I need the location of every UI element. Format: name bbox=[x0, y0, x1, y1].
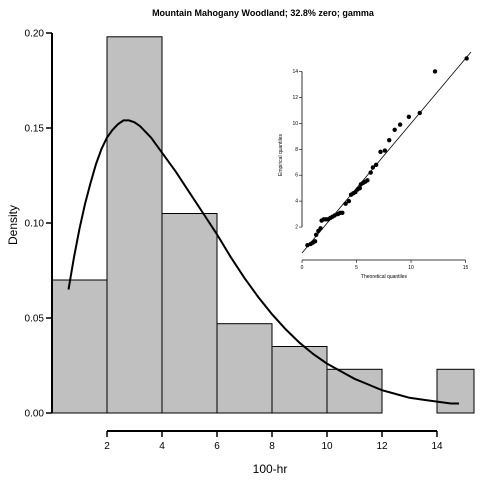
y-tick-label: 0.05 bbox=[25, 314, 45, 325]
inset-point bbox=[357, 185, 362, 191]
inset-point bbox=[432, 69, 438, 74]
inset-point bbox=[343, 201, 348, 206]
inset-point bbox=[417, 110, 422, 116]
x-axis-title: 100-hr bbox=[253, 462, 288, 476]
y-axis: 0.00 0.05 0.10 0.15 0.20 bbox=[25, 29, 53, 420]
inset-point bbox=[365, 178, 370, 183]
inset-x-tick-label: 5 bbox=[355, 265, 358, 271]
inset-point bbox=[346, 198, 352, 204]
histogram-bar bbox=[216, 323, 273, 414]
inset-x-axis-title: Theoretical quantiles bbox=[361, 274, 408, 280]
inset-y-tick-label: 4 bbox=[295, 199, 298, 205]
inset-y-tick-label: 2 bbox=[295, 225, 298, 231]
chart-title: Mountain Mahogany Woodland; 32.8% zero; … bbox=[152, 8, 375, 18]
y-tick-label: 0.20 bbox=[25, 29, 45, 40]
main-histogram-plot: 0.000.050.100.150.20 2 4 6 8 10 12 14 Density … bbox=[6, 29, 475, 476]
inset-point bbox=[382, 148, 388, 153]
inset-point bbox=[464, 56, 469, 61]
qq-plot-inset: 2 4 6 8 10 12 14 0 5 10 15 Theoretical quantiles E… bbox=[278, 49, 476, 280]
y-axis-title: Density bbox=[6, 205, 20, 245]
histogram-bar bbox=[271, 346, 328, 414]
inset-x-tick-label: 10 bbox=[408, 265, 414, 271]
x-axis: 2 4 6 8 10 12 14 bbox=[104, 430, 443, 452]
inset-point bbox=[368, 170, 373, 175]
inset-x-tick-label: 15 bbox=[463, 265, 469, 271]
inset-y-tick-label: 8 bbox=[295, 147, 298, 153]
x-tick-label: 10 bbox=[321, 441, 333, 452]
y-tick-label: 0.00 bbox=[25, 409, 45, 420]
histogram-bar bbox=[161, 213, 218, 414]
x-tick-label: 12 bbox=[376, 441, 388, 452]
inset-point bbox=[313, 232, 319, 238]
histogram-bar bbox=[106, 36, 163, 414]
inset-point bbox=[373, 162, 379, 168]
inset-points bbox=[305, 56, 469, 248]
inset-point bbox=[387, 137, 392, 143]
inset-point bbox=[397, 122, 403, 127]
x-tick-label: 14 bbox=[431, 441, 443, 452]
density-curve bbox=[67, 119, 459, 405]
histogram-bar bbox=[436, 368, 475, 414]
x-tick-label: 8 bbox=[269, 441, 275, 452]
histogram-bar bbox=[326, 368, 383, 414]
inset-point bbox=[370, 165, 376, 170]
x-tick-label: 6 bbox=[214, 441, 220, 452]
histogram-bars bbox=[51, 36, 475, 414]
inset-point bbox=[312, 239, 318, 244]
y-tick-label: 0.15 bbox=[25, 124, 45, 135]
histogram-bar bbox=[51, 279, 108, 414]
inset-point bbox=[392, 127, 397, 133]
inset-y-tick-label: 6 bbox=[295, 173, 298, 179]
inset-y-axis-title: Empirical quantiles bbox=[278, 134, 284, 176]
inset-point bbox=[318, 226, 323, 231]
inset-point bbox=[378, 149, 383, 155]
inset-x-tick-label: 0 bbox=[301, 265, 304, 271]
y-tick-label: 0.10 bbox=[25, 219, 45, 230]
x-tick-label: 4 bbox=[159, 441, 165, 452]
inset-y-tick-label: 14 bbox=[292, 69, 298, 75]
inset-point bbox=[406, 114, 412, 120]
inset-point bbox=[340, 210, 345, 215]
x-tick-label: 2 bbox=[104, 441, 110, 452]
inset-axes: 2 4 6 8 10 12 14 0 5 10 15 bbox=[292, 69, 468, 271]
inset-y-tick-label: 10 bbox=[292, 121, 298, 127]
inset-y-tick-label: 12 bbox=[292, 95, 298, 101]
